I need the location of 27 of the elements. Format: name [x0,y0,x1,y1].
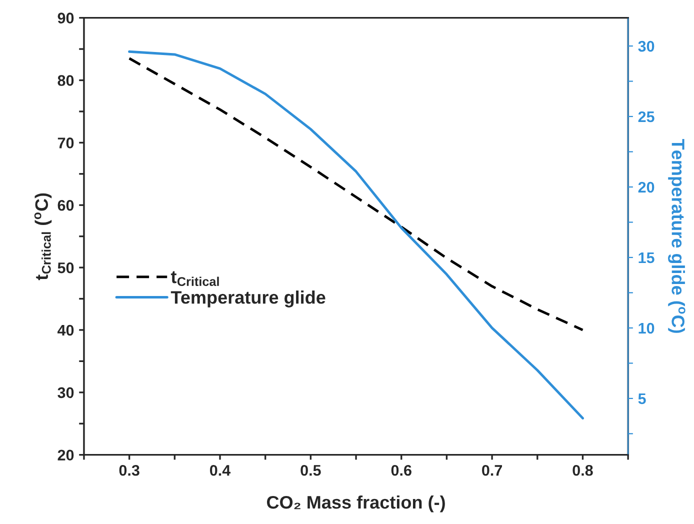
y2-axis-title: Temperature glide ($^{o}$C) [668,139,686,333]
y-tick-label: 60 [58,200,74,211]
y-tick-label: 70 [58,138,74,148]
y2-tick-label: 10 [638,322,654,334]
y2-tick-label: 5 [638,393,646,404]
y-tick-label: 90 [58,12,74,24]
y2-tick-label: 20 [638,182,654,193]
x-tick-label: 0.7 [482,464,502,476]
y2-tick-label: 30 [638,40,654,52]
y-tick-label: 30 [58,387,74,398]
x-tick-label: 0.6 [391,464,412,476]
x-tick-label: 0.3 [119,464,140,476]
line-series [128,57,584,332]
x-tick-label: 0.4 [210,464,231,476]
y-tick-label: 40 [57,324,74,336]
x-tick-label: 0.8 [572,464,593,476]
legend-label: Temperature glide [170,290,326,308]
line-series [128,50,584,420]
x-tick-label: 0.5 [300,464,321,476]
y2-tick-label: 25 [638,111,654,122]
legend-label: t$_{Critical}$ [170,271,219,286]
y-tick-label: 80 [58,75,74,86]
y2-tick-label: 15 [638,252,654,264]
x-axis-title: CO₂ Mass fraction (-) [266,495,445,512]
y-tick-label: 20 [58,450,74,461]
y-axis-title: t$_{Critical}$ ($^{o}$C) [34,193,52,280]
y-tick-label: 50 [58,262,74,274]
